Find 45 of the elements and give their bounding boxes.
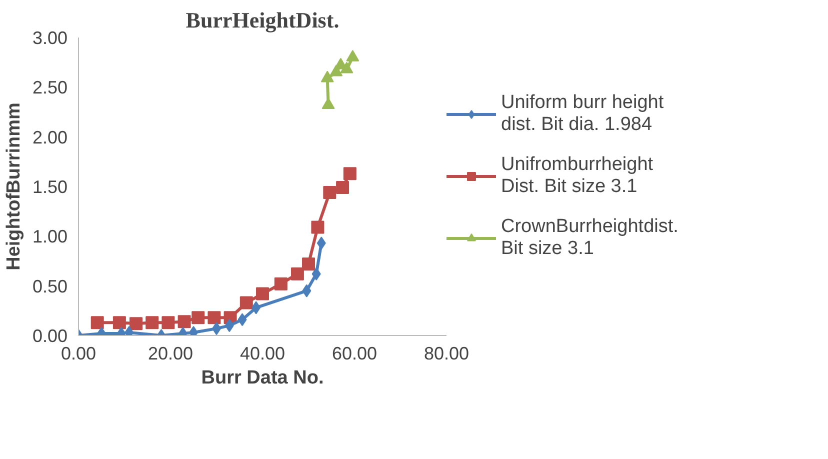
point [224, 319, 234, 332]
point [192, 311, 205, 324]
y-axis-title: HeightofBurrinmm [3, 102, 24, 270]
chart-title: BurrHeightDist. [186, 8, 340, 32]
x-tick-label: 60.00 [332, 344, 378, 364]
x-tick-label: 40.00 [240, 344, 286, 364]
point [346, 50, 360, 62]
x-tick-label: 0.00 [60, 344, 96, 364]
point [320, 70, 334, 82]
point [316, 236, 326, 250]
point [162, 316, 175, 330]
x-tick-label: 80.00 [424, 344, 470, 364]
point [146, 316, 159, 330]
point [208, 311, 221, 324]
point [256, 287, 269, 300]
point [322, 98, 335, 110]
y-tick-label: 0.00 [32, 326, 68, 346]
point [178, 315, 191, 328]
point [312, 267, 321, 280]
x-axis-title: Burr Data No. [201, 368, 324, 388]
point [302, 284, 312, 298]
point [323, 186, 336, 199]
y-tick-label: 2.50 [32, 78, 68, 98]
point [252, 301, 261, 314]
y-tick-label: 2.00 [32, 127, 68, 148]
point [130, 317, 142, 330]
point [302, 257, 315, 270]
legend-label: Uniform burr height dist. Bit dia. 1.984 [501, 92, 664, 136]
y-tick-label: 1.00 [32, 226, 68, 247]
legend-label: CrownBurrheightdist. Bit size 3.1 [501, 216, 678, 260]
legend-label: Unifromburrheight Dist. Bit size 3.1 [501, 154, 654, 198]
point [290, 267, 304, 280]
point [112, 316, 126, 330]
y-tick-label: 3.00 [32, 28, 68, 48]
y-tick-label: 0.50 [32, 276, 68, 296]
point [336, 180, 350, 194]
point [274, 277, 288, 290]
x-tick-label: 20.00 [148, 344, 194, 364]
point [238, 313, 247, 326]
point [240, 296, 253, 310]
point [90, 316, 104, 330]
y-tick-label: 1.50 [32, 177, 68, 197]
point [311, 220, 324, 234]
point [343, 167, 356, 180]
point [340, 62, 354, 74]
